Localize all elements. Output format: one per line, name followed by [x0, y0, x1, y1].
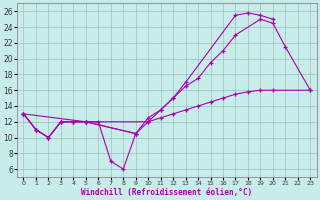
- X-axis label: Windchill (Refroidissement éolien,°C): Windchill (Refroidissement éolien,°C): [81, 188, 252, 197]
